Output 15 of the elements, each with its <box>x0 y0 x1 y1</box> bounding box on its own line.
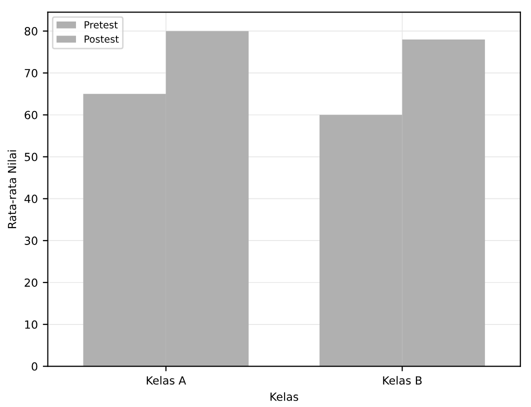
x-axis-title: Kelas <box>270 392 298 401</box>
y-tick-label: 40 <box>24 194 38 204</box>
y-tick-label: 10 <box>25 320 38 329</box>
y-tick-label: 70 <box>24 68 38 78</box>
y-axis-title: Rata-rata Nilai <box>8 150 16 228</box>
y-tick-label: 20 <box>24 278 38 287</box>
x-tick-label: Kelas A <box>146 376 186 385</box>
y-tick-label: 30 <box>24 236 38 245</box>
legend-label: Pretest <box>84 21 118 28</box>
legend-label: Postest <box>84 36 119 43</box>
y-tick-label: 60 <box>24 110 38 120</box>
y-tick-label: 50 <box>24 152 38 162</box>
y-tick-label: 80 <box>24 27 38 36</box>
y-tick-label: 0 <box>32 362 38 371</box>
x-tick-label: Kelas B <box>383 376 422 385</box>
